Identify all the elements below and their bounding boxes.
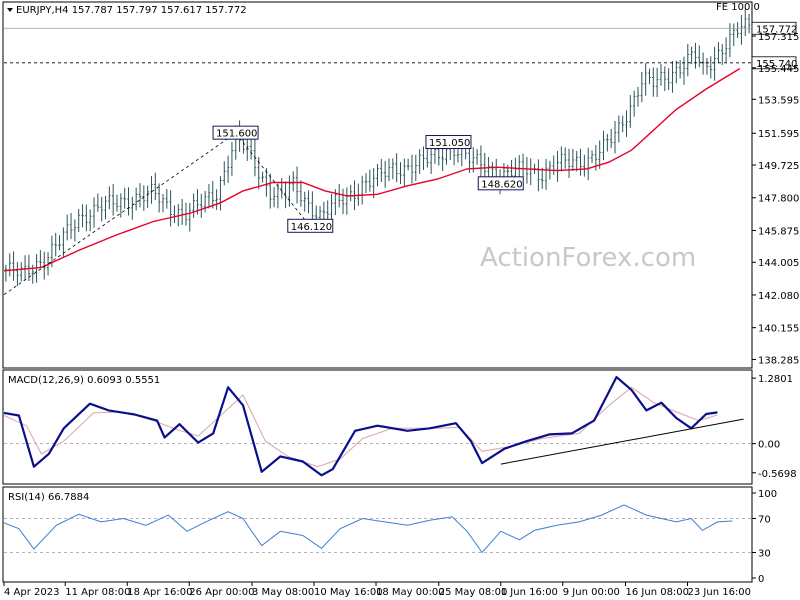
price-axis-tick-label: 153.595 (758, 95, 799, 106)
rsi-layer: 100 70 30 0 (3, 489, 777, 585)
macd-line (3, 376, 718, 477)
price-axis-tick-label: 145.875 (758, 226, 799, 237)
price-tag-box (751, 21, 797, 35)
price-tag-label: 157.772 (756, 24, 797, 35)
macd-layer: 1.2801 0.00 -0.5698 (3, 374, 797, 480)
price-axis-tick-label: 144.005 (758, 258, 799, 269)
price-axis-tick-label: 142.080 (758, 291, 799, 302)
x-axis-tick-label: 10 May 16:00 (314, 587, 383, 598)
annotation-box (212, 125, 259, 140)
price-tag-label: 155.740 (756, 59, 797, 70)
price-axis-tick-label: 138.285 (758, 355, 799, 366)
rsi-line (3, 504, 733, 554)
price-pane-title: EURJPY,H4 157.787 157.797 157.617 157.77… (16, 5, 247, 16)
annotation-label: 151.600 (216, 129, 257, 140)
x-axis-tick-label: 9 Jun 00:00 (563, 587, 620, 598)
moving-average-line (3, 68, 741, 272)
macd-axis-tick-label: -0.5698 (758, 469, 797, 480)
rsi-axis-tick-label: 30 (758, 549, 771, 560)
annotation-box (477, 176, 524, 191)
x-axis-tick-label: 4 Apr 2023 (4, 587, 59, 598)
annotation-box (287, 218, 334, 233)
macd-axis-tick-label: 0.00 (758, 440, 780, 451)
fe-label: FE 100.0 (716, 2, 760, 13)
rsi-pane-frame (2, 486, 753, 583)
price-axis-tick-label: 151.595 (758, 129, 799, 140)
rsi-pane-title: RSI(14) 66.7884 (8, 492, 89, 503)
dropdown-triangle-icon[interactable] (7, 8, 13, 12)
x-axis-tick-label: 26 Apr 00:00 (189, 587, 254, 598)
x-axis-tick-label: 23 Jun 16:00 (688, 587, 752, 598)
rsi-axis-tick-label: 100 (758, 489, 777, 500)
x-axis-tick-label: 1 Jun 16:00 (501, 587, 558, 598)
price-axis-tick-label: 140.155 (758, 324, 799, 335)
x-axis-tick-label: 16 Jun 08:00 (626, 587, 690, 598)
price-axis-tick-label: 149.725 (758, 161, 799, 172)
macd-pane-frame (2, 369, 753, 485)
macd-axis-tick-label: 1.2801 (758, 374, 793, 385)
annotation-label: 146.120 (291, 222, 332, 233)
price-axis-tick-label: 147.800 (758, 194, 799, 205)
x-axis-tick-label: 18 Apr 16:00 (127, 587, 192, 598)
annotation-label: 148.620 (481, 179, 522, 190)
price-layer: 157.772 155.740 151.600 146.120 151.050 148.6… (3, 8, 799, 366)
macd-trend-line (500, 418, 744, 465)
price-axis-tick-label: 157.315 (758, 32, 799, 43)
price-axis-tick-label: 155.445 (758, 64, 799, 75)
rsi-axis-tick-label: 70 (758, 515, 771, 526)
rsi-axis-tick-label: 0 (758, 574, 764, 585)
x-axis-tick-label: 25 May 08:00 (439, 587, 508, 598)
x-axis-tick-label: 18 May 00:00 (376, 587, 445, 598)
annotation-box (425, 135, 472, 150)
x-axis-tick-label: 11 Apr 08:00 (65, 587, 130, 598)
x-axis-tick-label: 3 May 08:00 (252, 587, 314, 598)
macd-pane-title: MACD(12,26,9) 0.6093 0.5551 (8, 375, 160, 386)
annotation-label: 151.050 (429, 138, 470, 149)
watermark: ActionForex.com (480, 243, 696, 273)
price-tag-box (751, 56, 797, 70)
